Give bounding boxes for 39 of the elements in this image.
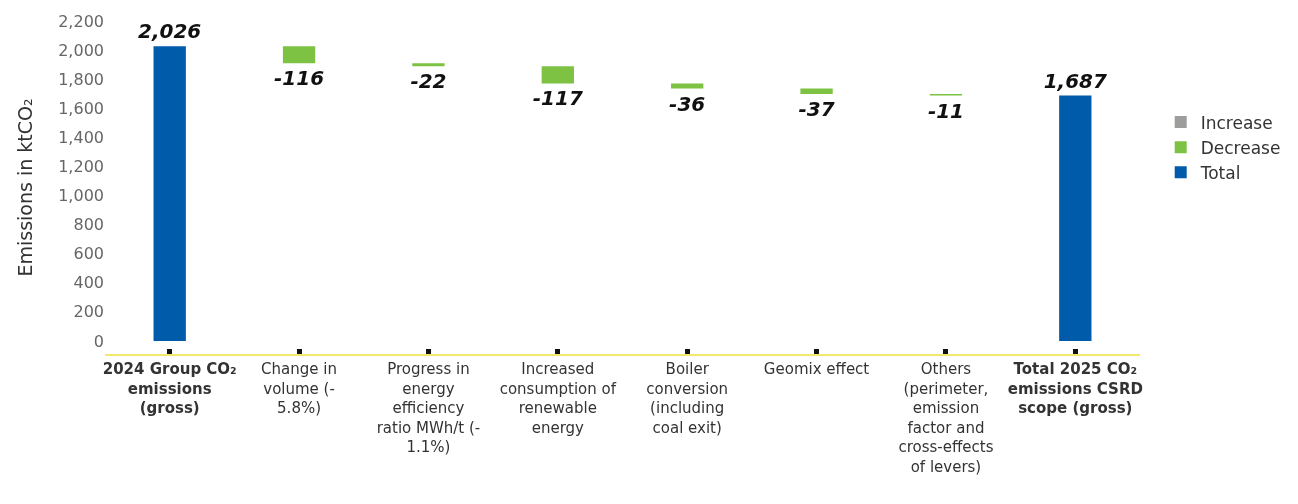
bar bbox=[412, 63, 445, 67]
bar bbox=[282, 46, 316, 64]
y-tick-label: 1,000 bbox=[58, 186, 104, 206]
x-tick-label: 2024 Group CO₂ emissions (gross) bbox=[102, 360, 237, 417]
bar bbox=[153, 46, 186, 341]
data-label: -37 bbox=[798, 97, 835, 121]
data-label: -11 bbox=[927, 98, 965, 123]
bar bbox=[541, 66, 574, 84]
y-tick-label: 200 bbox=[73, 302, 104, 322]
x-tick-label: Total 2025 CO₂ emissions CSRD scope (gross) bbox=[1007, 360, 1143, 417]
x-tick-label: Progress in energy efficiency ratio MWh/t (- 1.1%) bbox=[376, 360, 481, 456]
y-tick-label: 1,200 bbox=[58, 157, 104, 177]
y-tick-label: 1,800 bbox=[58, 69, 104, 89]
legend-label: Decrease bbox=[1200, 137, 1281, 158]
bar bbox=[1059, 95, 1092, 341]
legend-label: Total bbox=[1199, 162, 1241, 183]
data-label: -22 bbox=[410, 69, 447, 94]
y-tick-label: 2,000 bbox=[58, 40, 104, 60]
data-label: -117 bbox=[532, 86, 583, 111]
data-label: 2,026 bbox=[138, 19, 202, 44]
y-tick-label: 400 bbox=[73, 273, 104, 293]
x-tick-label: Boiler conversion (including coal exit) bbox=[646, 360, 729, 437]
x-tick-label: Change in volume (- 5.8%) bbox=[261, 360, 337, 417]
x-tick-label: Geomix effect bbox=[763, 360, 870, 378]
bar bbox=[671, 83, 704, 89]
y-tick-label: 2,200 bbox=[58, 11, 104, 31]
data-label: 1,687 bbox=[1043, 68, 1107, 93]
x-tick-label: Others (perimeter, emission factor and cross-effects of levers) bbox=[898, 360, 994, 476]
x-tick-label: Increased consumption of renewable energy bbox=[499, 360, 617, 437]
y-tick-label: 800 bbox=[73, 215, 104, 235]
y-axis-title: Emissions in ktCO₂ bbox=[14, 98, 37, 277]
y-tick-label: 0 bbox=[93, 331, 104, 351]
y-tick-label: 1,400 bbox=[58, 127, 104, 147]
data-label: -116 bbox=[273, 66, 325, 91]
data-label: -36 bbox=[669, 91, 706, 116]
y-tick-label: 600 bbox=[73, 244, 104, 264]
y-tick-label: 1,600 bbox=[58, 98, 104, 118]
legend-label: Increase bbox=[1200, 112, 1273, 133]
bar bbox=[800, 88, 833, 94]
